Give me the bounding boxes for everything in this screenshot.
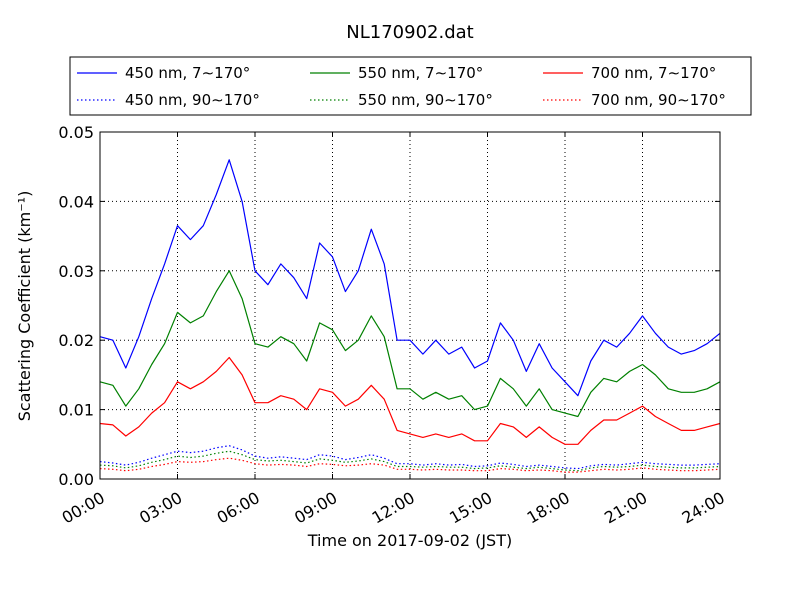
series-lines <box>99 159 721 473</box>
legend: 450 nm, 7∼170° 550 nm, 7∼170° 700 nm, 7∼17… <box>69 56 752 116</box>
plot-area: 00:00 03:00 06:00 09:00 12:00 15:00 18:00 21:00… <box>58 123 728 528</box>
grid-lines <box>100 132 720 479</box>
series-line-2 <box>99 270 721 418</box>
x-tick-label: 00:00 <box>59 488 108 528</box>
y-tick-label: 0.02 <box>58 331 94 350</box>
series-line-0 <box>99 159 721 397</box>
legend-entry-5: 700 nm, 90∼170° <box>591 91 726 109</box>
y-tick-label: 0.00 <box>58 470 94 489</box>
x-tick-label: 15:00 <box>446 488 495 528</box>
series-line-4 <box>99 356 721 445</box>
x-axis-label: Time on 2017-09-02 (JST) <box>307 531 512 550</box>
legend-entry-2: 550 nm, 7∼170° <box>358 64 483 82</box>
legend-box <box>69 56 752 116</box>
x-tick-label: 24:00 <box>679 488 728 528</box>
y-tick-label: 0.01 <box>58 401 94 420</box>
legend-entry-1: 450 nm, 90∼170° <box>125 91 260 109</box>
y-axis-label: Scattering Coefficient (km⁻¹) <box>15 191 34 422</box>
legend-entry-0: 450 nm, 7∼170° <box>125 64 250 82</box>
y-tick-label: 0.05 <box>58 123 94 142</box>
series-line-5 <box>99 457 721 473</box>
x-tick-label: 06:00 <box>214 488 263 528</box>
x-tick-label: 03:00 <box>136 488 185 528</box>
y-tick-label: 0.04 <box>58 192 94 211</box>
chart-title: NL170902.dat <box>346 22 473 43</box>
x-tick-label: 18:00 <box>524 488 573 528</box>
x-tick-label: 09:00 <box>291 488 340 528</box>
legend-entry-4: 700 nm, 7∼170° <box>591 64 716 82</box>
y-tick-label: 0.03 <box>58 262 94 281</box>
legend-entry-3: 550 nm, 90∼170° <box>358 91 493 109</box>
x-tick-label: 21:00 <box>601 488 650 528</box>
series-line-3 <box>99 450 721 472</box>
x-tick-label: 12:00 <box>369 488 418 528</box>
plot-background <box>100 132 720 479</box>
